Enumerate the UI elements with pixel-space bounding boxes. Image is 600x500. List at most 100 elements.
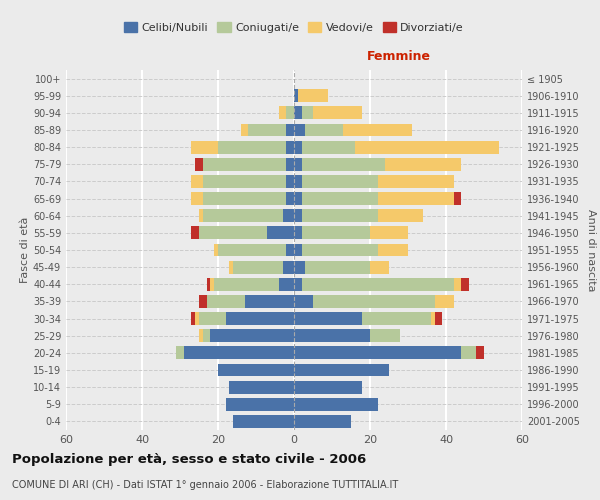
Bar (191, 312, 195, 325)
Bar (233, 260, 283, 274)
Text: Femmine: Femmine (367, 50, 431, 63)
Bar (305, 260, 370, 274)
Bar (294, 158, 302, 170)
Bar (226, 312, 294, 325)
Bar (385, 158, 461, 170)
Bar (206, 278, 211, 290)
Bar (294, 330, 370, 342)
Bar (294, 140, 302, 153)
Bar (294, 278, 302, 290)
Bar (294, 260, 305, 274)
Bar (343, 124, 412, 136)
Bar (176, 346, 184, 360)
Bar (302, 192, 377, 205)
Bar (454, 192, 461, 205)
Bar (286, 124, 294, 136)
Bar (377, 244, 408, 256)
Bar (268, 226, 294, 239)
Bar (191, 192, 203, 205)
Bar (294, 226, 302, 239)
Bar (226, 398, 294, 410)
Bar (214, 244, 218, 256)
Bar (229, 260, 233, 274)
Bar (199, 312, 226, 325)
Bar (302, 158, 385, 170)
Bar (211, 330, 294, 342)
Bar (195, 312, 199, 325)
Bar (233, 415, 294, 428)
Bar (286, 175, 294, 188)
Bar (461, 346, 476, 360)
Bar (286, 140, 294, 153)
Bar (195, 158, 203, 170)
Bar (355, 140, 499, 153)
Bar (370, 330, 400, 342)
Bar (206, 295, 245, 308)
Bar (370, 226, 408, 239)
Bar (294, 364, 389, 376)
Bar (218, 140, 286, 153)
Y-axis label: Anni di nascita: Anni di nascita (586, 209, 596, 291)
Bar (294, 192, 302, 205)
Bar (203, 192, 286, 205)
Bar (184, 346, 294, 360)
Bar (199, 295, 206, 308)
Bar (191, 226, 199, 239)
Bar (283, 260, 294, 274)
Bar (245, 295, 294, 308)
Bar (211, 278, 214, 290)
Bar (218, 364, 294, 376)
Bar (279, 106, 286, 120)
Bar (302, 244, 377, 256)
Bar (294, 90, 298, 102)
Bar (302, 175, 377, 188)
Bar (434, 312, 442, 325)
Bar (294, 415, 351, 428)
Bar (294, 346, 461, 360)
Bar (302, 140, 355, 153)
Bar (294, 106, 302, 120)
Bar (191, 140, 218, 153)
Text: Popolazione per età, sesso e stato civile - 2006: Popolazione per età, sesso e stato civil… (12, 452, 366, 466)
Bar (294, 380, 362, 394)
Bar (286, 106, 294, 120)
Bar (294, 398, 377, 410)
Bar (302, 278, 454, 290)
Bar (298, 90, 328, 102)
Bar (203, 158, 286, 170)
Bar (286, 158, 294, 170)
Bar (370, 260, 389, 274)
Bar (294, 124, 305, 136)
Bar (377, 175, 454, 188)
Bar (283, 210, 294, 222)
Bar (313, 295, 434, 308)
Bar (434, 295, 454, 308)
Bar (279, 278, 294, 290)
Bar (203, 210, 283, 222)
Y-axis label: Fasce di età: Fasce di età (20, 217, 30, 283)
Legend: Celibi/Nubili, Coniugati/e, Vedovi/e, Divorziati/e: Celibi/Nubili, Coniugati/e, Vedovi/e, Di… (119, 18, 469, 38)
Bar (214, 278, 279, 290)
Bar (294, 210, 302, 222)
Bar (199, 330, 203, 342)
Bar (203, 330, 211, 342)
Bar (191, 175, 203, 188)
Bar (199, 210, 203, 222)
Bar (294, 312, 362, 325)
Bar (431, 312, 434, 325)
Bar (461, 278, 469, 290)
Bar (377, 210, 423, 222)
Bar (199, 226, 268, 239)
Bar (302, 106, 313, 120)
Bar (302, 226, 370, 239)
Bar (286, 244, 294, 256)
Bar (302, 210, 377, 222)
Bar (286, 192, 294, 205)
Bar (476, 346, 484, 360)
Bar (454, 278, 461, 290)
Bar (313, 106, 362, 120)
Bar (294, 175, 302, 188)
Bar (305, 124, 343, 136)
Bar (229, 380, 294, 394)
Bar (241, 124, 248, 136)
